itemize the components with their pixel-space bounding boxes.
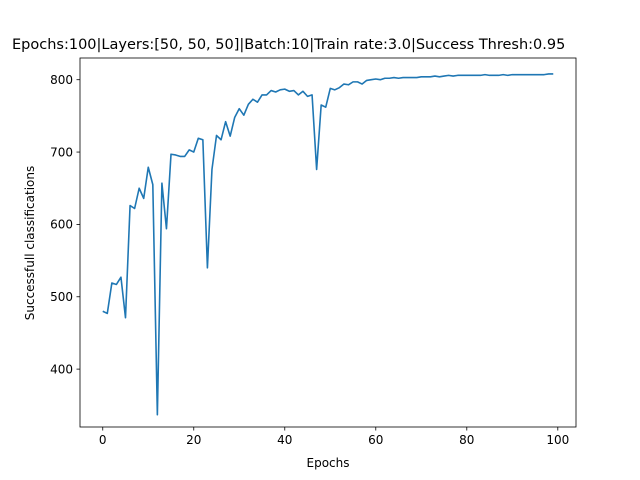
x-axis-label: Epochs [307, 456, 350, 470]
plot-area: 0 20 40 60 80 100 400 500 600 700 800 [50, 57, 577, 447]
y-tick-label: 700 [50, 145, 73, 159]
x-tick-label: 20 [186, 433, 201, 447]
y-tick-label: 800 [50, 73, 73, 87]
y-tick-label: 500 [50, 290, 73, 304]
y-axis-label: Successfull classifications [23, 166, 37, 321]
series-line-0 [102, 73, 554, 416]
x-tick-label: 80 [459, 433, 474, 447]
y-tick-label: 600 [50, 218, 73, 232]
x-tick-label: 100 [546, 433, 569, 447]
chart-title: Epochs:100|Layers:[50, 50, 50]|Batch:10|… [12, 37, 565, 53]
x-tick-label: 60 [368, 433, 383, 447]
x-tick-label: 0 [99, 433, 107, 447]
x-tick-label: 40 [277, 433, 292, 447]
y-tick-label: 400 [50, 362, 73, 376]
axes-frame [79, 57, 577, 428]
